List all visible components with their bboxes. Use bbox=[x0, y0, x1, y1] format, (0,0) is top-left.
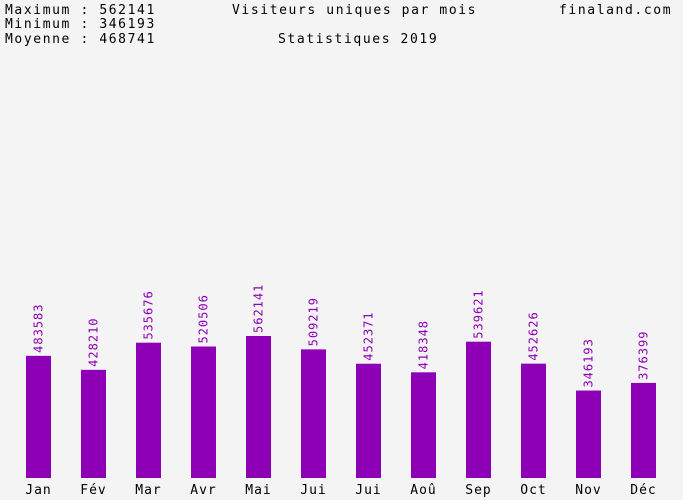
bar-1 bbox=[81, 369, 106, 478]
bar-11 bbox=[631, 382, 656, 478]
category-label: Jan bbox=[25, 483, 51, 498]
value-label: 520506 bbox=[197, 294, 211, 343]
chart-title: Visiteurs uniques par mois bbox=[232, 3, 478, 18]
bar-10 bbox=[576, 390, 601, 478]
category-label: Fév bbox=[80, 483, 106, 498]
value-label: 562141 bbox=[252, 284, 266, 333]
value-label: 346193 bbox=[582, 338, 596, 387]
value-label: 452626 bbox=[527, 311, 541, 360]
value-label: 428210 bbox=[87, 317, 101, 366]
category-label: Aoû bbox=[410, 483, 436, 498]
bar-8 bbox=[466, 341, 491, 478]
bar-5 bbox=[301, 349, 326, 478]
category-label: Déc bbox=[630, 483, 656, 498]
value-label: 376399 bbox=[637, 331, 651, 380]
minimum-stat: Minimum : 346193 bbox=[5, 17, 156, 32]
bar-0 bbox=[26, 355, 51, 478]
value-label: 535676 bbox=[142, 290, 156, 339]
category-label: Jui bbox=[355, 483, 381, 498]
bar-3 bbox=[191, 346, 216, 478]
bar-7 bbox=[411, 372, 436, 478]
bar-6 bbox=[356, 363, 381, 478]
value-label: 418348 bbox=[417, 320, 431, 369]
chart-subtitle: Statistiques 2019 bbox=[278, 32, 439, 47]
value-label: 483583 bbox=[32, 303, 46, 352]
value-label: 452371 bbox=[362, 311, 376, 360]
value-label: 539621 bbox=[472, 289, 486, 338]
value-label: 509219 bbox=[307, 297, 321, 346]
category-label: Mai bbox=[245, 483, 271, 498]
category-label: Nov bbox=[575, 483, 601, 498]
category-label: Sep bbox=[465, 483, 491, 498]
maximum-stat: Maximum : 562141 bbox=[5, 3, 156, 18]
bar-9 bbox=[521, 363, 546, 478]
category-label: Avr bbox=[190, 483, 216, 498]
site-name: finaland.com bbox=[559, 3, 673, 18]
category-label: Mar bbox=[135, 483, 161, 498]
average-stat: Moyenne : 468741 bbox=[5, 32, 156, 47]
category-label: Jui bbox=[300, 483, 326, 498]
category-label: Oct bbox=[520, 483, 546, 498]
bar-2 bbox=[136, 342, 161, 478]
bar-4 bbox=[246, 336, 271, 478]
